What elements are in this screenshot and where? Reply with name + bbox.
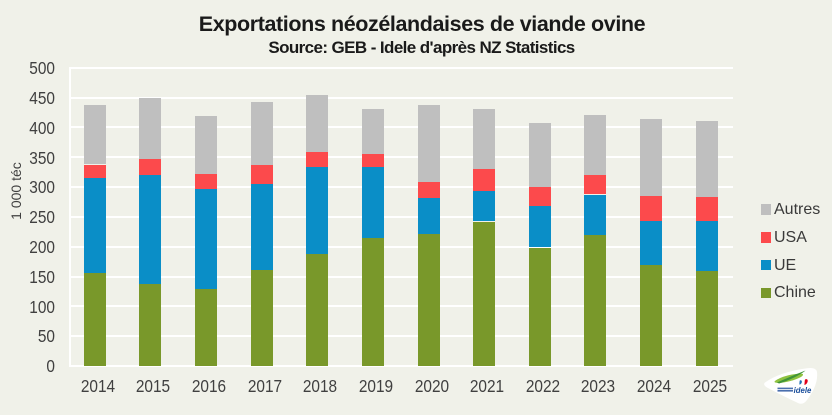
svg-text:idele: idele — [794, 386, 812, 395]
